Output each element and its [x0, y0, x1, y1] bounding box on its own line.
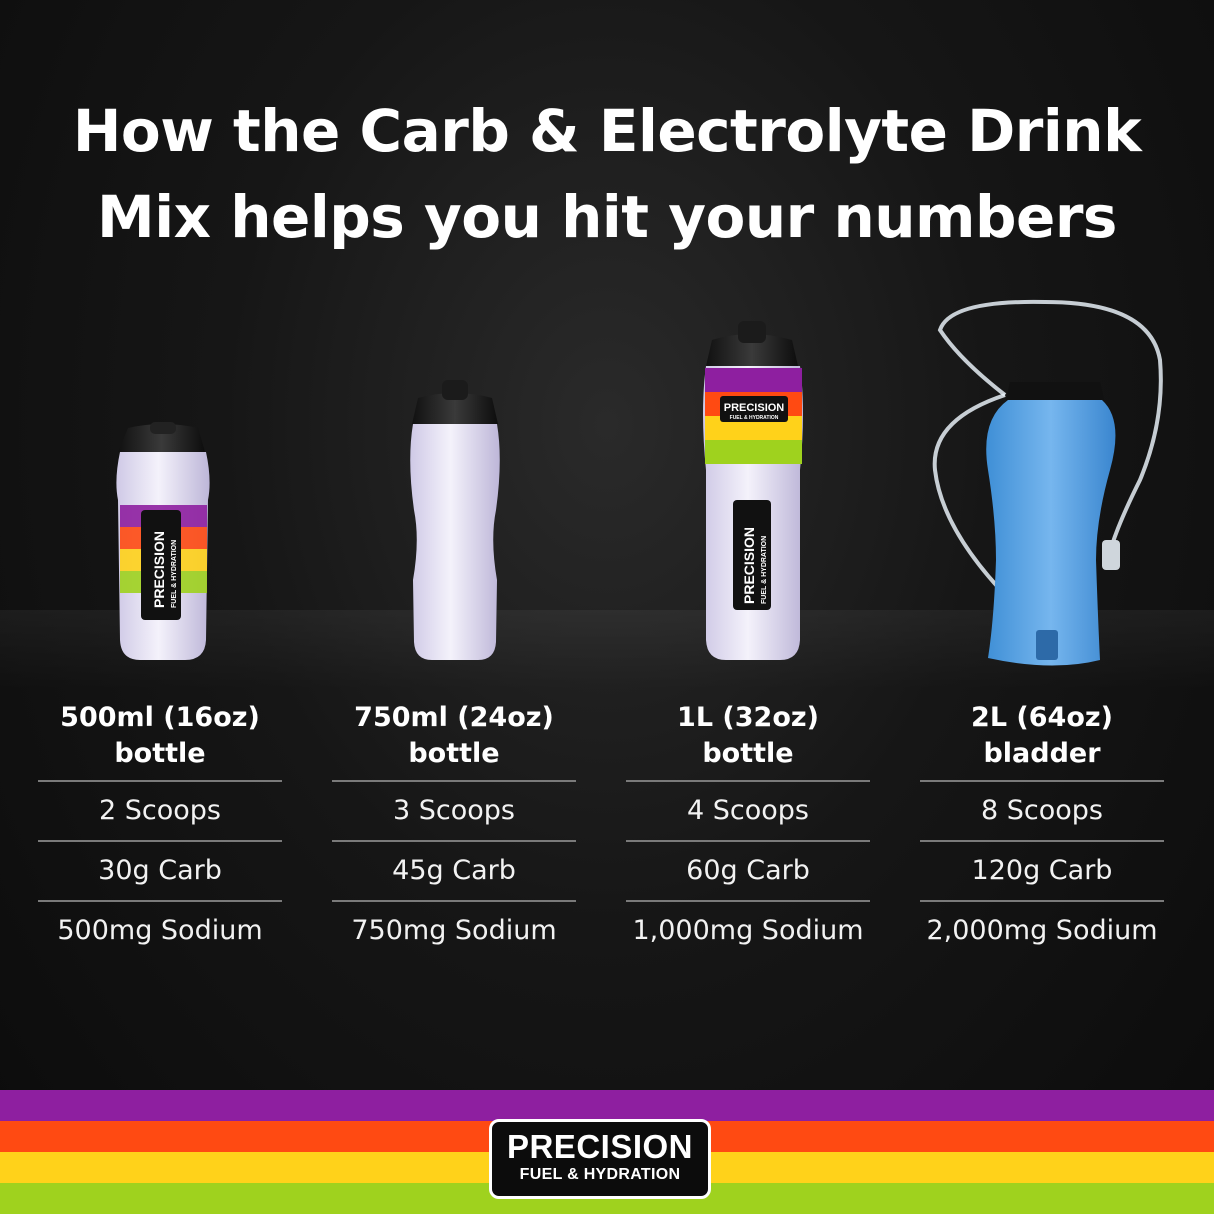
logo-main-text: PRECISION	[506, 1128, 694, 1165]
logo-sub-text: FUEL & HYDRATION	[519, 1166, 681, 1183]
column-2l: 2L (64oz) bladder 8 Scoops 120g Carb 2,0…	[920, 700, 1164, 960]
size-label: 750ml (24oz)	[354, 702, 554, 733]
bottle-3-top-sublabel: FUEL & HYDRATION	[730, 415, 779, 421]
bottle-1-label: PRECISION	[151, 531, 167, 608]
size-label: 500ml (16oz)	[60, 702, 260, 733]
column-750ml: 750ml (24oz) bottle 3 Scoops 45g Carb 75…	[332, 700, 576, 960]
column-heading: 750ml (24oz) bottle	[332, 700, 576, 780]
scoops-value: 3 Scoops	[332, 780, 576, 840]
bottle-3-label: PRECISION	[741, 527, 757, 604]
bottle-3-sublabel: FUEL & HYDRATION	[761, 536, 768, 604]
title-line-2: Mix helps you hit your numbers	[97, 183, 1117, 251]
container-type: bottle	[114, 738, 206, 769]
column-heading: 500ml (16oz) bottle	[38, 700, 282, 780]
stripe-purple	[0, 1090, 1214, 1121]
product-lineup: PRECISION FUEL & HYDRATION PRECISION FUE…	[116, 299, 1163, 666]
title-line-1: How the Carb & Electrolyte Drink	[72, 97, 1142, 165]
container-type: bottle	[702, 738, 794, 769]
carb-value: 30g Carb	[38, 840, 282, 900]
size-label: 2L (64oz)	[971, 702, 1113, 733]
column-heading: 2L (64oz) bladder	[920, 700, 1164, 780]
500ml-bottle-image: PRECISION FUEL & HYDRATION	[116, 422, 210, 660]
sodium-value: 2,000mg Sodium	[920, 900, 1164, 960]
page-title: How the Carb & Electrolyte Drink Mix hel…	[0, 88, 1214, 260]
sodium-value: 500mg Sodium	[38, 900, 282, 960]
carb-value: 120g Carb	[920, 840, 1164, 900]
sodium-value: 750mg Sodium	[332, 900, 576, 960]
scoops-value: 2 Scoops	[38, 780, 282, 840]
1l-bottle-image: PRECISION FUEL & HYDRATION PRECISION FUE…	[703, 321, 803, 660]
container-type: bladder	[983, 738, 1101, 769]
scoops-value: 8 Scoops	[920, 780, 1164, 840]
column-heading: 1L (32oz) bottle	[626, 700, 870, 780]
carb-value: 60g Carb	[626, 840, 870, 900]
sodium-value: 1,000mg Sodium	[626, 900, 870, 960]
container-type: bottle	[408, 738, 500, 769]
precision-logo: PRECISION FUEL & HYDRATION	[489, 1119, 711, 1199]
750ml-bottle-image	[410, 380, 500, 660]
column-500ml: 500ml (16oz) bottle 2 Scoops 30g Carb 50…	[38, 700, 282, 960]
bottle-1-sublabel: FUEL & HYDRATION	[171, 540, 178, 608]
scoops-value: 4 Scoops	[626, 780, 870, 840]
bottle-3-top-label: PRECISION	[724, 402, 785, 414]
carb-value: 45g Carb	[332, 840, 576, 900]
size-label: 1L (32oz)	[677, 702, 819, 733]
2l-hydration-bladder-image	[932, 299, 1163, 666]
column-1l: 1L (32oz) bottle 4 Scoops 60g Carb 1,000…	[626, 700, 870, 960]
brand-stripes	[0, 1090, 1214, 1214]
